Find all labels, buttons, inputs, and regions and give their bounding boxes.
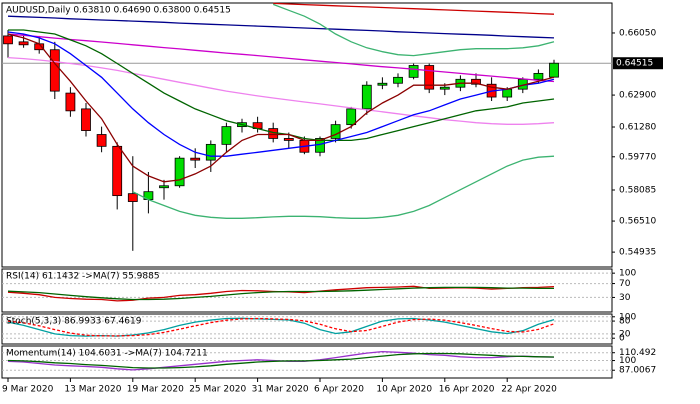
- candle-body: [127, 193, 138, 202]
- candle-body: [424, 65, 435, 90]
- y-tick-label: 20: [619, 329, 631, 339]
- indicator-line: [7, 56, 555, 125]
- candle-body: [549, 62, 559, 78]
- x-tick-label: 31 Mar 2020: [252, 385, 309, 395]
- candle-body: [439, 86, 450, 90]
- y-tick-label: 0.54935: [619, 248, 656, 258]
- last-price-label: 0.64515: [616, 59, 653, 69]
- x-tick-label: 16 Apr 2020: [439, 385, 495, 395]
- y-tick-label: 87.0067: [619, 366, 656, 376]
- candle-body: [65, 92, 76, 112]
- candle-body: [49, 49, 60, 92]
- candle-body: [471, 78, 481, 85]
- indicator-line: [272, 3, 555, 57]
- candle-body: [393, 76, 403, 84]
- candle-body: [502, 88, 513, 98]
- candle-body: [81, 108, 91, 131]
- indicator-line: [7, 15, 555, 39]
- candle-body: [283, 138, 294, 141]
- panel-frame: [1, 313, 613, 345]
- indicator-line: [7, 317, 555, 337]
- panel-frame: [1, 268, 613, 313]
- candle-body: [221, 126, 232, 145]
- last-price-box: [613, 57, 663, 70]
- y-tick-label: 0.62900: [619, 91, 656, 101]
- indicator-line: [7, 31, 555, 157]
- y-tick-label: 110.492: [619, 348, 656, 358]
- candle-body: [174, 157, 185, 187]
- panel-frame: [1, 2, 613, 268]
- y-tick-label: 0.58085: [619, 186, 656, 196]
- indicator-line: [7, 352, 555, 369]
- x-tick-label: 19 Mar 2020: [127, 385, 184, 395]
- indicator-line: [8, 29, 555, 142]
- x-tick-label: 25 Mar 2020: [189, 385, 246, 395]
- panel-title: Momentum(14) 104.6031 ->MA(7) 104.7211: [6, 349, 208, 359]
- candle-body: [96, 134, 107, 147]
- y-tick-label: 0: [619, 334, 625, 344]
- candle-body: [408, 65, 419, 78]
- y-tick-label: 0.66050: [619, 28, 656, 38]
- y-tick-label: 100: [619, 269, 636, 279]
- candle-body: [3, 35, 13, 45]
- x-tick-label: 9 Mar 2020: [2, 385, 54, 395]
- x-tick-label: 10 Apr 2020: [376, 385, 432, 395]
- x-tick-label: 13 Mar 2020: [64, 385, 121, 395]
- y-tick-label: 100: [619, 356, 636, 366]
- candle-body: [159, 185, 169, 189]
- candle-body: [361, 84, 372, 110]
- indicator-line: [273, 2, 555, 15]
- indicator-line: [7, 286, 554, 301]
- candle-body: [377, 82, 388, 86]
- candle-body: [112, 145, 123, 197]
- panel-frame: [1, 345, 613, 379]
- y-tick-label: 0.59770: [619, 152, 656, 162]
- panel-title: AUDUSD,Daily 0.63810 0.64690 0.63800 0.6…: [6, 6, 231, 16]
- y-tick-label: 0.56510: [619, 217, 656, 227]
- panel-title: RSI(14) 61.1432 ->MA(7) 55.9885: [6, 272, 160, 282]
- y-tick-label: 30: [619, 293, 631, 303]
- candle-body: [205, 143, 216, 161]
- candle-body: [190, 157, 201, 161]
- panel-title: Stoch(5,3,3) 86.9933 67.4619: [6, 317, 142, 327]
- y-tick-label: 100: [619, 312, 636, 322]
- x-tick-label: 6 Apr 2020: [314, 385, 364, 395]
- indicator-line: [132, 155, 555, 219]
- candle-body: [533, 72, 544, 80]
- y-tick-label: 80: [619, 317, 631, 327]
- indicator-line: [7, 33, 555, 183]
- y-tick-label: 0.61280: [619, 123, 656, 133]
- y-tick-label: 70: [619, 279, 631, 289]
- candle-body: [18, 41, 29, 46]
- candle-body: [346, 108, 357, 126]
- indicator-line: [7, 33, 555, 83]
- x-tick-label: 22 Apr 2020: [501, 385, 557, 395]
